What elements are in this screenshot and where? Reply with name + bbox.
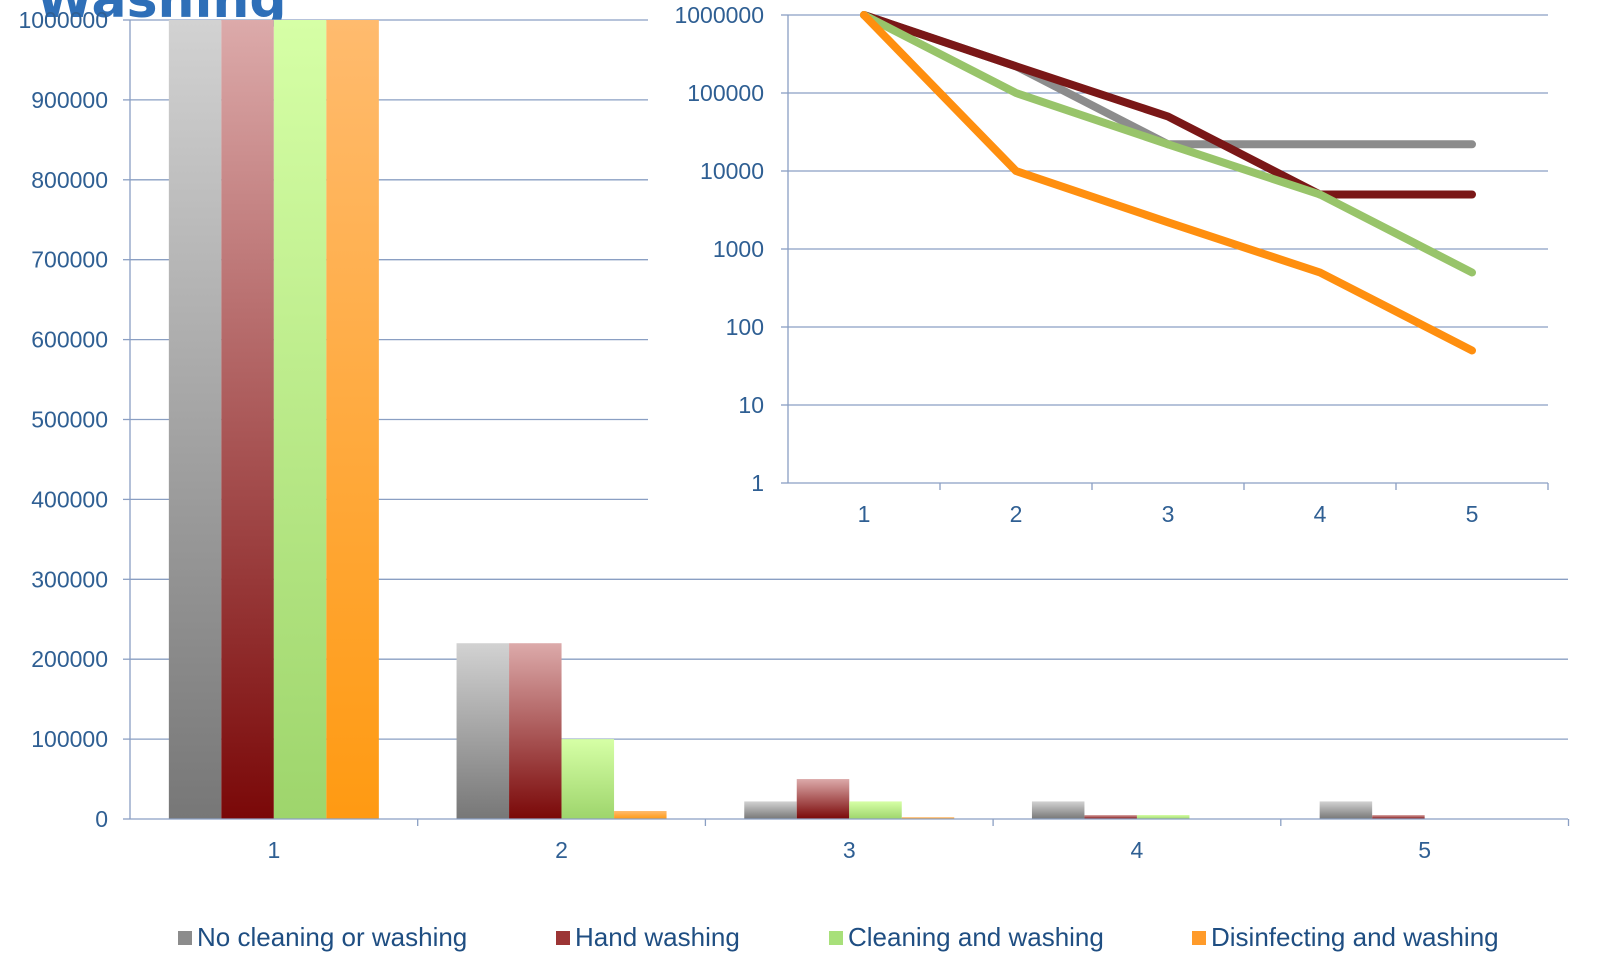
bar-disinfecting-washing [614, 811, 667, 819]
bar-no-cleaning [744, 801, 797, 819]
bar-no-cleaning [456, 643, 510, 819]
bar-disinfecting-washing [326, 20, 379, 819]
y-tick-label: 0 [95, 806, 108, 832]
legend-label-cleaning-washing: Cleaning and washing [848, 922, 1104, 952]
bar-cleaning-washing [561, 739, 615, 819]
x-tick-label: 3 [843, 837, 856, 863]
line-cleaning-washing [860, 11, 1476, 277]
legend-swatch-disinfecting-washing [1192, 930, 1206, 945]
log-x-tick-label: 1 [858, 501, 871, 527]
bar-hand-washing [509, 643, 562, 819]
y-tick-label: 800000 [31, 167, 108, 193]
y-tick-label: 200000 [31, 646, 108, 672]
log-line-chart: 1 10 100 1000 10000 100000 1000000 1 2 3 4 5 [674, 2, 1549, 527]
y-tick-label: 900000 [31, 87, 108, 113]
legend-swatch-cleaning-washing [829, 930, 843, 945]
line-disinfecting-washing [860, 11, 1476, 355]
x-tick-label: 1 [267, 837, 280, 863]
bar-no-cleaning [1319, 801, 1373, 819]
x-tick-label: 4 [1131, 837, 1144, 863]
bar-no-cleaning [1031, 801, 1085, 819]
log-y-tick-label: 10000 [700, 158, 764, 184]
legend-label-no-cleaning: No cleaning or washing [197, 922, 468, 952]
log-y-tick-label: 100000 [687, 80, 764, 106]
bar-disinfecting-washing [901, 817, 955, 819]
line-no-cleaning [860, 11, 1476, 149]
bar-no-cleaning [168, 20, 222, 819]
y-tick-label: 400000 [31, 486, 108, 512]
bar-cleaning-washing [849, 801, 902, 819]
legend-item-cleaning-washing: Cleaning and washing [829, 922, 1104, 953]
legend: No cleaning or washing Hand washing Clea… [0, 922, 1624, 956]
line-hand-washing [860, 11, 1476, 199]
bar-hand-washing [1084, 815, 1137, 819]
legend-swatch-hand-washing [556, 930, 570, 945]
y-tick-label: 700000 [31, 247, 108, 273]
bar-cleaning-washing [1136, 815, 1190, 819]
log-y-tick-label: 1000 [713, 236, 764, 262]
y-tick-label: 600000 [31, 327, 108, 353]
bar-cleaning-washing [273, 20, 327, 819]
y-tick-label: 1000000 [18, 7, 108, 33]
log-x-tick-label: 3 [1162, 501, 1175, 527]
bar-hand-washing [1372, 815, 1425, 819]
y-tick-label: 300000 [31, 566, 108, 592]
legend-label-hand-washing: Hand washing [575, 922, 740, 952]
bar-hand-washing [221, 20, 274, 819]
inset-log-chart-panel: 1 10 100 1000 10000 100000 1000000 1 2 3 4 5 [648, 0, 1624, 560]
bar-hand-washing [796, 779, 850, 819]
x-tick-label: 2 [555, 837, 568, 863]
legend-item-hand-washing: Hand washing [556, 922, 740, 953]
log-y-tick-label: 1000000 [674, 2, 764, 28]
y-tick-label: 500000 [31, 407, 108, 433]
y-tick-label: 100000 [31, 726, 108, 752]
log-y-tick-label: 100 [726, 314, 764, 340]
x-tick-label: 5 [1418, 837, 1431, 863]
log-y-tick-label: 10 [738, 392, 764, 418]
log-x-tick-label: 5 [1466, 501, 1479, 527]
log-y-tick-label: 1 [751, 470, 764, 496]
legend-swatch-no-cleaning [178, 930, 192, 945]
legend-item-no-cleaning: No cleaning or washing [178, 922, 467, 953]
log-x-tick-label: 4 [1314, 501, 1327, 527]
legend-item-disinfecting-washing: Disinfecting and washing [1192, 922, 1499, 953]
log-x-tick-label: 2 [1010, 501, 1023, 527]
legend-label-disinfecting-washing: Disinfecting and washing [1211, 922, 1499, 952]
